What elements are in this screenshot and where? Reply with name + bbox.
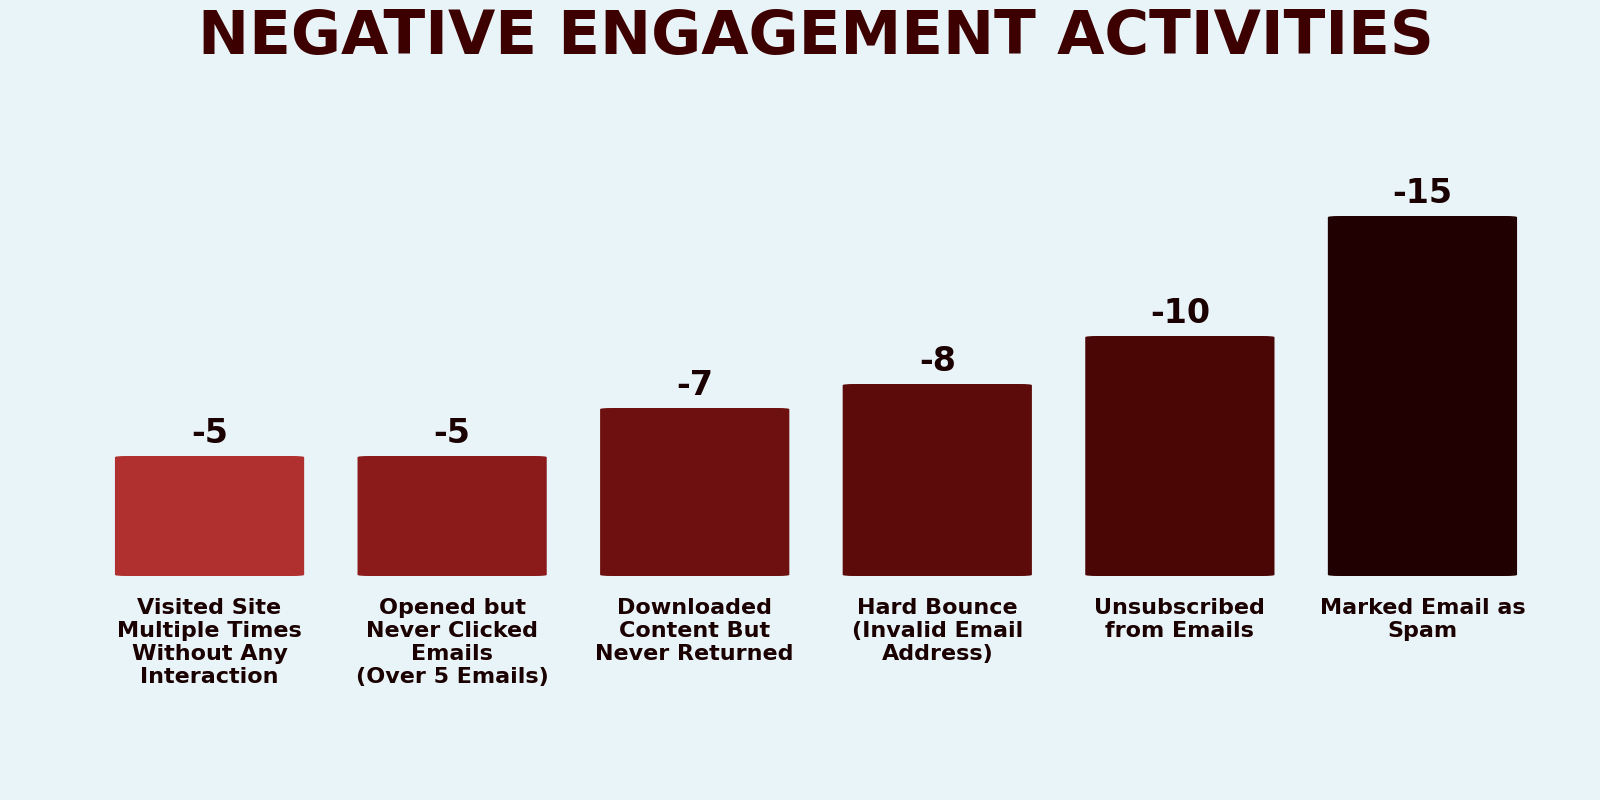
Text: -10: -10 xyxy=(1150,297,1210,330)
FancyBboxPatch shape xyxy=(357,456,547,576)
FancyBboxPatch shape xyxy=(1085,336,1275,576)
FancyBboxPatch shape xyxy=(115,456,304,576)
Text: -8: -8 xyxy=(918,345,955,378)
Text: -15: -15 xyxy=(1392,177,1453,210)
Text: -5: -5 xyxy=(434,417,470,450)
FancyBboxPatch shape xyxy=(600,408,789,576)
Title: NEGATIVE ENGAGEMENT ACTIVITIES: NEGATIVE ENGAGEMENT ACTIVITIES xyxy=(198,8,1434,67)
Text: -5: -5 xyxy=(190,417,229,450)
Text: -7: -7 xyxy=(677,369,714,402)
FancyBboxPatch shape xyxy=(1328,216,1517,576)
FancyBboxPatch shape xyxy=(843,384,1032,576)
